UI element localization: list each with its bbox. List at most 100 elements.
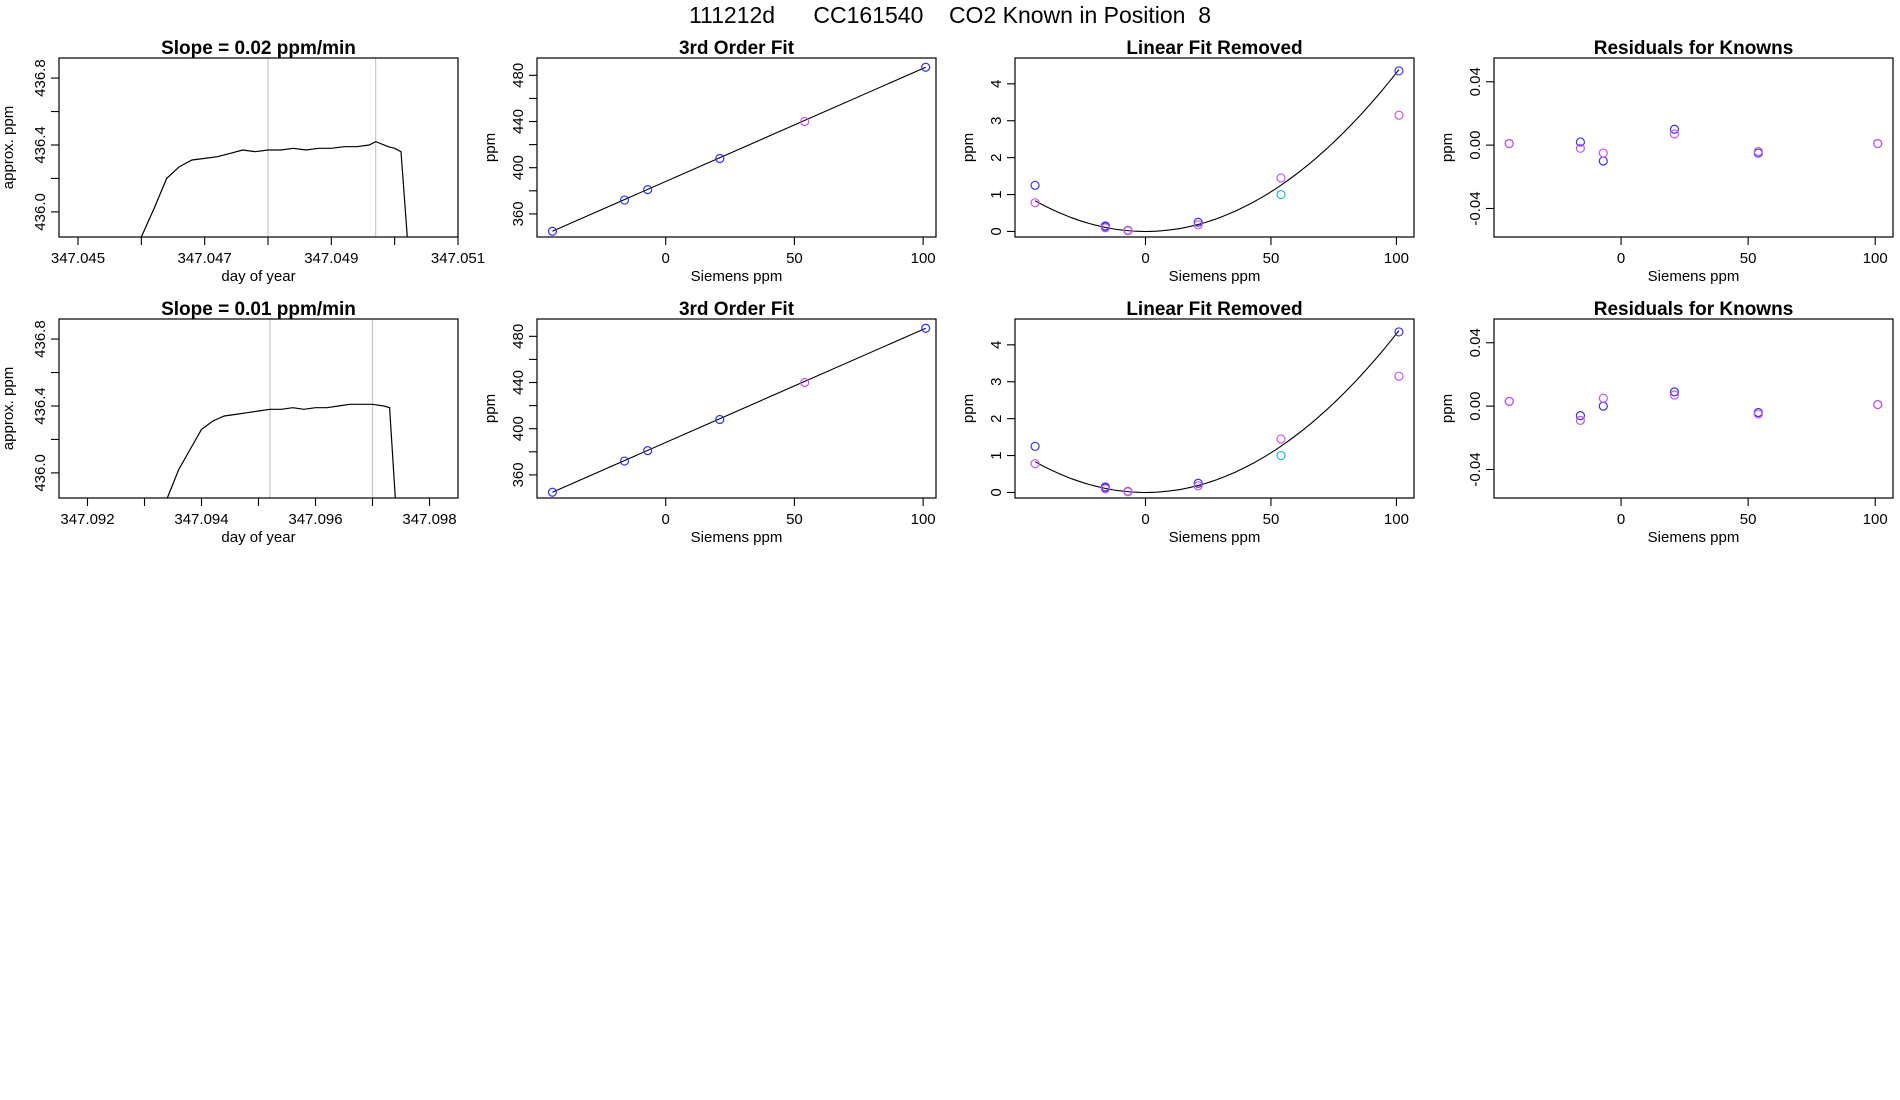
data-point-knowns [619,195,630,205]
fit-line [552,66,926,232]
y-tick-label: 4 [988,341,1005,349]
chart-resid-2: Residuals for Knowns 0 50 100 Siemens ppm -0.… [1439,299,1894,546]
data-point-alternate [1123,487,1133,497]
x-tick-label: 50 [1263,250,1280,267]
x-tick-label: 0 [1617,511,1625,528]
plot-frame [536,318,937,499]
x-tick-label: 100 [1384,511,1409,528]
data-point-alternate [1030,198,1040,208]
chart-title: Linear Fit Removed [1126,299,1302,320]
x-axis-label: day of year [221,268,295,285]
x-axis-label: Siemens ppm [1648,529,1740,546]
data-point-knowns [643,185,653,195]
data-point-knowns [1598,156,1608,166]
y-tick-label: 480 [510,324,527,349]
x-axis-label: Siemens ppm [691,268,783,285]
data-point-knowns [547,487,558,497]
trace-line [140,140,408,237]
data-point-knowns [715,153,725,164]
fit-curve [1034,330,1400,494]
x-tick-label: 0 [1617,250,1625,267]
y-tick-label: 436.4 [32,126,49,164]
y-tick-label: 2 [988,153,1005,161]
x-tick-label: 347.096 [288,511,342,528]
y-tick-label: 436.8 [32,59,49,97]
x-tick-label: 347.049 [304,250,358,267]
data-point-alternate [1193,481,1203,491]
chart-trace-1: Slope = 0.02 ppm/min 347.045 347.047 347.04… [0,38,485,285]
data-point-alternate [1873,399,1883,410]
plot-area [1504,124,1883,166]
data-point-knowns [547,226,558,236]
chart-fit-1: 3rd Order Fit 0 50 100 Siemens ppm 360 400 440 4… [482,38,937,285]
plot-frame [536,57,937,238]
data-point-knowns [921,323,931,333]
data-point-alternate [1504,138,1514,149]
data-point-knowns [1598,401,1608,411]
data-point-knowns [1669,124,1680,134]
data-point-alternate [1100,223,1110,233]
y-tick-label: 2 [988,414,1005,422]
data-point-alternate [1873,138,1883,149]
x-tick-label: 0 [1141,511,1149,528]
x-axis-label: day of year [221,529,295,546]
data-point-knowns [1030,180,1040,190]
y-axis-label: ppm [1439,133,1456,162]
fit-curve [1034,69,1400,233]
data-point-knowns [1575,411,1586,421]
plot-area [140,58,408,237]
plot-area [547,62,931,236]
plot-frame [58,318,459,499]
x-tick-label: 347.094 [174,511,228,528]
plot-area [1030,327,1404,497]
y-tick-label: 3 [988,378,1005,386]
y-tick-label: -0.04 [1467,191,1484,225]
chart-title: Residuals for Knowns [1594,38,1794,59]
data-point-knowns [619,456,630,466]
y-axis-label: ppm [482,133,499,162]
x-axis-label: Siemens ppm [691,529,783,546]
x-tick-label: 50 [786,511,803,528]
x-tick-label: 100 [911,250,936,267]
data-point-knowns [1575,137,1586,147]
y-tick-label: 436.8 [32,320,49,358]
y-tick-label: 3 [988,117,1005,125]
x-tick-label: 100 [1863,250,1888,267]
data-point-alternate [1669,390,1680,400]
data-point-knowns [1030,441,1040,451]
x-tick-label: 347.098 [402,511,456,528]
y-tick-label: 436.4 [32,387,49,425]
x-tick-label: 347.045 [51,250,105,267]
data-point-alternate [1575,143,1586,153]
chart-title: Residuals for Knowns [1594,299,1794,320]
page-title: 111212d CC161540 CO2 Known in Position 8 [688,2,1212,28]
plot-area [547,323,931,497]
y-tick-label: 0.00 [1467,131,1484,160]
chart-linear-1: Linear Fit Removed 0 50 100 Siemens ppm 0 1 2 3 4… [960,38,1415,285]
y-tick-label: 360 [510,462,527,487]
x-tick-label: 50 [1263,511,1280,528]
x-tick-label: 0 [662,511,670,528]
y-tick-label: 400 [510,155,527,180]
x-tick-label: 100 [911,511,936,528]
x-tick-label: 347.047 [178,250,232,267]
data-point-alternate [1394,110,1404,120]
x-tick-label: 347.051 [431,250,485,267]
data-point-position-8 [800,116,810,127]
data-point-alternate [1394,371,1404,381]
fit-line [552,327,926,493]
chart-title: Slope = 0.01 ppm/min [161,299,356,320]
y-tick-label: 4 [988,80,1005,88]
y-axis-label: ppm [482,394,499,423]
chart-linear-2: Linear Fit Removed 0 50 100 Siemens ppm 0 1 2 3 4… [960,299,1415,546]
chart-trace-2: Slope = 0.01 ppm/min 347.092 347.094 347.09… [0,299,459,546]
plot-area [1504,387,1883,425]
chart-title: Slope = 0.02 ppm/min [161,38,356,59]
data-point-alternate [1575,415,1586,425]
plot-area [166,319,396,498]
x-axis-label: Siemens ppm [1169,529,1261,546]
x-axis-label: Siemens ppm [1169,268,1261,285]
x-tick-label: 100 [1384,250,1409,267]
y-tick-label: 436.0 [32,193,49,231]
